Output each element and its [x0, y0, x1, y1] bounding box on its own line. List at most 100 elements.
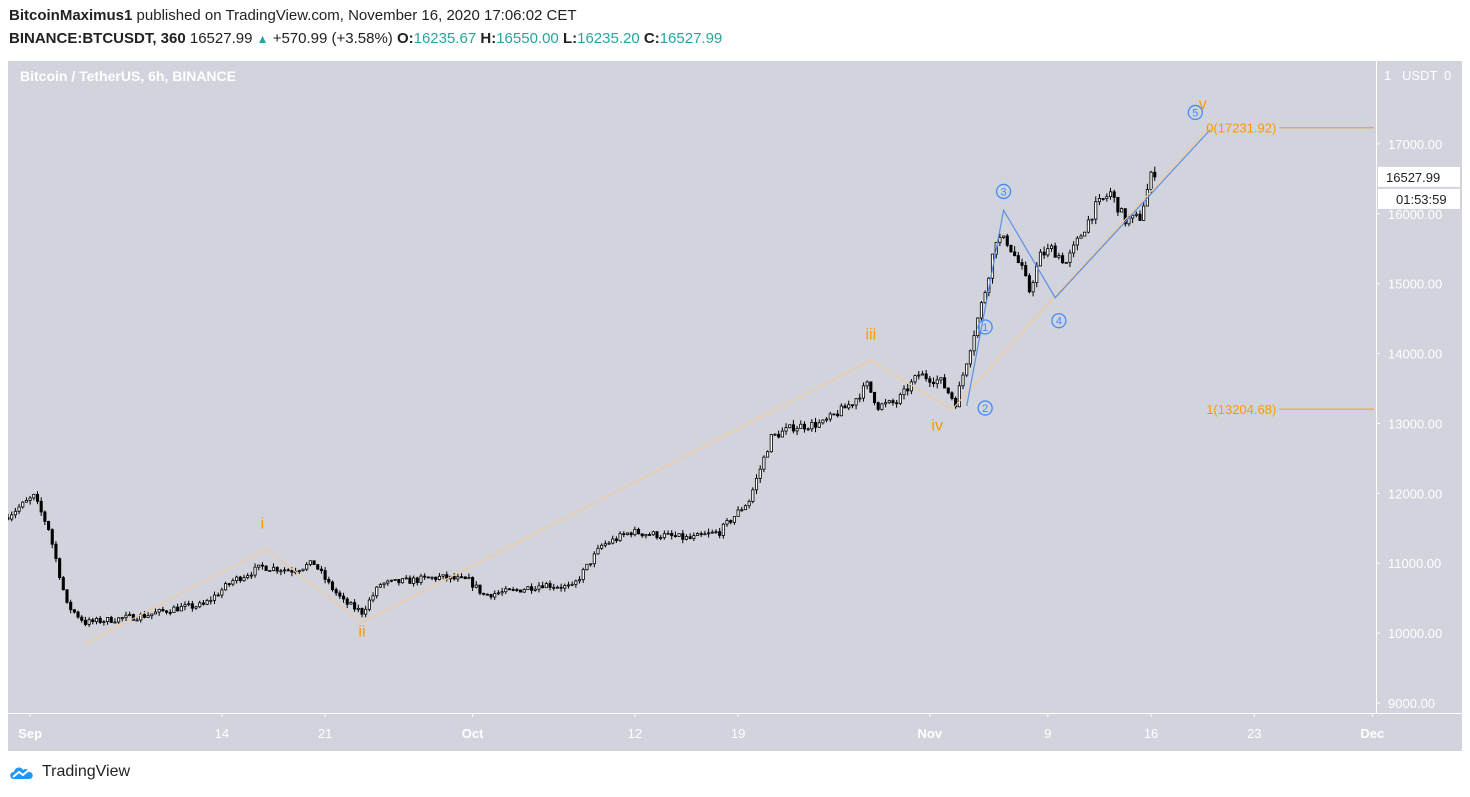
candle-body: [257, 564, 261, 568]
candle-body: [736, 509, 740, 517]
candle-body: [906, 388, 910, 392]
candle-body: [69, 601, 73, 611]
candle-body: [87, 619, 91, 625]
candle-body: [625, 532, 630, 535]
candle-body: [935, 379, 939, 385]
candle-body: [585, 563, 589, 571]
chart-area[interactable]: Bitcoin / TetherUS, 6h, BINANCE 1 USDT 0 900…: [8, 61, 1462, 751]
x-tick-label: 16: [1144, 726, 1158, 741]
candle-body: [153, 611, 158, 615]
high-value: 16550.00: [496, 30, 559, 47]
candle-body: [308, 560, 312, 565]
candle-body: [279, 570, 283, 573]
candle-body: [710, 531, 714, 534]
candle-body: [902, 388, 906, 396]
candle-body: [209, 599, 213, 602]
candle-body: [718, 531, 722, 536]
candle-body: [526, 586, 530, 590]
candle-body: [769, 434, 773, 453]
candle-body: [673, 535, 677, 538]
candle-body: [183, 604, 187, 607]
wave-label-i: i: [261, 515, 265, 532]
candle-body: [743, 505, 748, 511]
candle-body: [574, 580, 578, 585]
candle-body: [109, 617, 113, 623]
candle-body: [1112, 191, 1116, 198]
candle-body: [762, 456, 766, 470]
candle-body: [917, 374, 921, 377]
publication-info: BitcoinMaximus1 published on TradingView…: [9, 7, 577, 24]
candle-body: [1068, 252, 1072, 263]
author-name[interactable]: BitcoinMaximus1: [9, 7, 133, 24]
candle-body: [928, 378, 932, 383]
candle-body: [419, 575, 423, 583]
candle-body: [1031, 282, 1035, 293]
candle-body: [434, 576, 438, 580]
countdown-tag: [1378, 188, 1460, 209]
y-tick-label: 15000.00: [1388, 277, 1442, 292]
price-change: +570.99 (+3.58%): [272, 30, 393, 47]
candle-body: [1079, 235, 1083, 239]
candle-body: [806, 428, 810, 431]
candle-body: [703, 533, 707, 536]
candle-body: [1094, 201, 1098, 220]
candle-body: [496, 592, 500, 595]
symbol-label: BINANCE:BTCUSDT, 360: [9, 30, 186, 47]
candle-body: [839, 405, 843, 417]
candle-body: [607, 542, 611, 545]
fib-level-label: 0(17231.92): [1206, 121, 1276, 136]
candle-body: [1009, 244, 1013, 253]
candle-body: [146, 615, 150, 618]
candle-body: [283, 569, 287, 572]
candle-body: [1149, 171, 1153, 190]
candle-body: [847, 404, 851, 409]
candle-body: [76, 611, 80, 618]
candle-body: [330, 581, 335, 591]
candle-body: [777, 433, 781, 438]
candle-body: [485, 593, 489, 596]
candle-body: [471, 577, 475, 588]
y-tick-label: 17000.00: [1388, 137, 1442, 152]
candle-body: [301, 568, 305, 572]
candle-body: [353, 602, 357, 610]
candle-body: [356, 607, 360, 610]
candle-body: [102, 621, 106, 624]
candle-body: [817, 422, 821, 428]
candle-body: [94, 617, 99, 623]
candle-body: [1005, 235, 1009, 246]
candle-body: [378, 584, 382, 588]
candle-body: [725, 520, 729, 525]
candle-body: [983, 292, 987, 304]
orange-wave-line: [85, 125, 1211, 645]
candle-body: [636, 528, 641, 535]
candle-body: [943, 377, 947, 389]
tradingview-logo[interactable]: TradingView: [8, 763, 130, 781]
candle-body: [1120, 208, 1124, 213]
candle-body: [699, 533, 703, 535]
candle-body: [249, 574, 253, 577]
candle-body: [1042, 251, 1046, 256]
candle-body: [799, 423, 803, 429]
candle-body: [393, 579, 397, 581]
candle-body: [172, 606, 176, 614]
candle-body: [500, 591, 504, 594]
x-tick-label: 12: [628, 726, 642, 741]
candle-body: [692, 535, 696, 539]
candle-body: [32, 493, 36, 499]
candle-body: [161, 608, 165, 612]
y-tick-label: 16000.00: [1388, 207, 1442, 222]
candle-body: [611, 538, 615, 544]
candle-body: [286, 569, 290, 572]
candle-body: [998, 237, 1002, 243]
candle-body: [305, 564, 309, 570]
candle-body: [345, 598, 349, 605]
candle-body: [648, 534, 652, 536]
candle-body: [729, 520, 733, 523]
candle-body: [950, 392, 954, 399]
candle-body: [714, 531, 718, 534]
candle-body: [522, 589, 526, 593]
price-chart[interactable]: Bitcoin / TetherUS, 6h, BINANCE 1 USDT 0 900…: [8, 61, 1462, 751]
candle-body: [58, 558, 62, 579]
candle-body: [555, 586, 559, 589]
wave-circle-3: [995, 183, 1012, 200]
